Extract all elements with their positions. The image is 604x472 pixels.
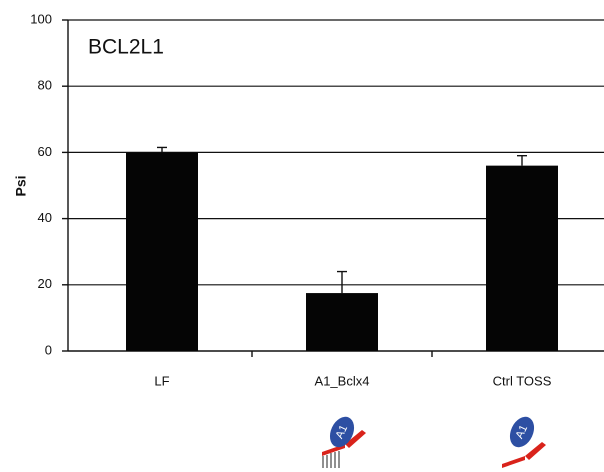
y-tick-label: 80 (38, 78, 52, 93)
y-tick-label: 60 (38, 144, 52, 159)
y-tick-label: 0 (45, 342, 52, 357)
chart-title: BCL2L1 (88, 36, 164, 59)
bar (126, 152, 198, 351)
chart: BCL2L1 Psi A1 A1 020406080100LFA1_Bclx4C… (0, 0, 604, 472)
y-tick-label: 100 (30, 11, 52, 26)
icon-rna (525, 442, 546, 460)
error-bar (157, 147, 167, 152)
bar (306, 293, 378, 351)
x-tick-label: A1_Bclx4 (315, 373, 370, 388)
error-bar (517, 156, 527, 166)
x-tick-label: LF (154, 373, 169, 388)
y-axis-label: Psi (13, 175, 29, 196)
icon (322, 413, 546, 468)
y-tick-label: 20 (38, 276, 52, 291)
bar (486, 166, 558, 351)
y-tick-label: 40 (38, 210, 52, 225)
icon-rna (502, 456, 525, 468)
error-bar (337, 272, 347, 294)
x-tick-label: Ctrl TOSS (493, 373, 552, 388)
